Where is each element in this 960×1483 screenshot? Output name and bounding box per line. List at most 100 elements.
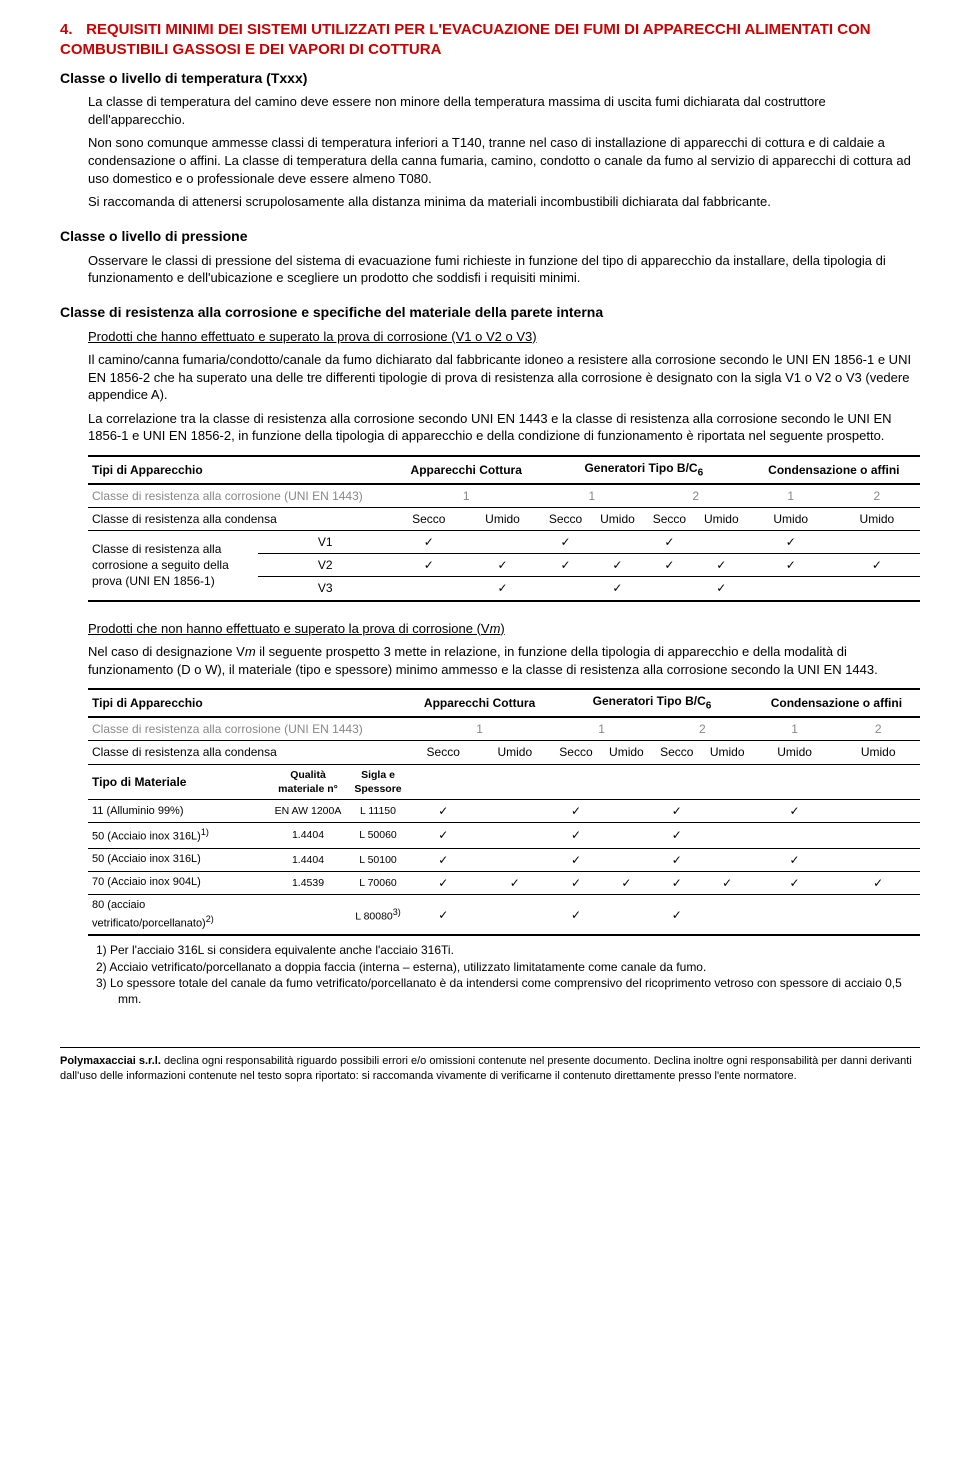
table-corrosion-v: Tipi di Apparecchio Apparecchi Cottura G…	[88, 455, 920, 602]
mat-sigla: L 11150	[348, 799, 408, 822]
mat-name: 50 (Acciaio inox 316L)1)	[88, 823, 268, 849]
mat-cell	[478, 848, 551, 871]
note-item: 2) Acciaio vetrificato/porcellanato a do…	[118, 959, 920, 975]
tbl1-v1-c6: ✓	[748, 531, 834, 554]
tbl2-mat-sub2: Sigla e Spessore	[348, 764, 408, 799]
tbl1-r0-c0: 1	[392, 484, 540, 508]
mat-cell	[702, 799, 753, 822]
mat-quality: 1.4404	[268, 823, 348, 849]
corrosione-heading: Classe di resistenza alla corrosione e s…	[60, 303, 920, 322]
tbl1-v2-c5: ✓	[695, 554, 748, 577]
tbl1-v3-c3: ✓	[591, 577, 644, 601]
tbl2-h2: Generatori Tipo B/C6	[551, 689, 753, 717]
tbl2-rcond-c7: Umido	[836, 741, 920, 764]
tbl1-v3: V3	[258, 577, 392, 601]
tbl1-r1-c1: Umido	[465, 507, 540, 530]
mat-cell: ✓	[836, 871, 920, 894]
mat-cell	[702, 894, 753, 935]
mat-cell	[836, 894, 920, 935]
tbl2-rcond-c1: Umido	[478, 741, 551, 764]
tbl2-rcorr-c5: 1	[753, 717, 837, 741]
tbl1-h3: Condensazione o affini	[748, 456, 920, 484]
mat-sigla: L 50060	[348, 823, 408, 849]
tbl1-r1-c3: Umido	[591, 507, 644, 530]
tbl1-v3-c0	[392, 577, 465, 601]
tbl1-h2: Generatori Tipo B/C6	[540, 456, 748, 484]
mat-sigla: L 50100	[348, 848, 408, 871]
tbl2-rcond-c2: Secco	[551, 741, 601, 764]
txxx-p1: La classe di temperatura del camino deve…	[88, 93, 920, 128]
table-material: Tipi di Apparecchio Apparecchi Cottura G…	[88, 688, 920, 936]
tbl1-v3-c2	[540, 577, 591, 601]
corrosione-body: Prodotti che hanno effettuato e superato…	[88, 328, 920, 1008]
corrosione-sub1: Prodotti che hanno effettuato e superato…	[88, 328, 920, 346]
tbl2-rcorr-c3: 2	[652, 717, 753, 741]
txxx-heading: Classe o livello di temperatura (Txxx)	[60, 69, 920, 88]
tbl1-r1-c5: Umido	[695, 507, 748, 530]
tbl1-v2-c0: ✓	[392, 554, 465, 577]
section-title-text: REQUISITI MINIMI DEI SISTEMI UTILIZZATI …	[60, 21, 871, 58]
tbl1-v3-c4	[644, 577, 695, 601]
tbl1-v1-c0: ✓	[392, 531, 465, 554]
mat-name: 70 (Acciaio inox 904L)	[88, 871, 268, 894]
tbl1-v1-c2: ✓	[540, 531, 591, 554]
tbl1-r0-c3: 2	[644, 484, 748, 508]
mat-cell: ✓	[551, 848, 601, 871]
material-row: 70 (Acciaio inox 904L)1.4539L 70060✓✓✓✓✓…	[88, 871, 920, 894]
mat-quality: 1.4539	[268, 871, 348, 894]
footer-text: declina ogni responsabilità riguardo pos…	[60, 1055, 912, 1082]
tbl1-r0-c1: 1	[540, 484, 644, 508]
tbl2-h0: Tipi di Apparecchio	[88, 689, 408, 717]
tbl1-v2-c6: ✓	[748, 554, 834, 577]
mat-cell	[836, 823, 920, 849]
mat-cell	[478, 894, 551, 935]
mat-cell	[836, 799, 920, 822]
txxx-body: La classe di temperatura del camino deve…	[88, 93, 920, 210]
tbl2-rcorr-c0: 1	[408, 717, 551, 741]
mat-cell: ✓	[652, 894, 702, 935]
tbl1-v1-c7	[834, 531, 920, 554]
mat-cell: ✓	[652, 823, 702, 849]
tbl1-v2-c1: ✓	[465, 554, 540, 577]
tbl2-h3: Condensazione o affini	[753, 689, 920, 717]
corrosione-p2: La correlazione tra la classe di resiste…	[88, 410, 920, 445]
note-item: 3) Lo spessore totale del canale da fumo…	[118, 975, 920, 1007]
corrosione-p1: Il camino/canna fumaria/condotto/canale …	[88, 351, 920, 404]
tbl2-rcorr-label: Classe di resistenza alla corrosione (UN…	[88, 717, 408, 741]
mat-cell: ✓	[551, 871, 601, 894]
mat-sigla: L 70060	[348, 871, 408, 894]
mat-cell	[601, 823, 652, 849]
tbl1-v2-c7: ✓	[834, 554, 920, 577]
mat-cell: ✓	[551, 823, 601, 849]
tbl2-rcond-c5: Umido	[702, 741, 753, 764]
tbl2-rcorr-c1: 1	[551, 717, 652, 741]
tbl2-mat-label: Tipo di Materiale	[88, 764, 268, 799]
tbl1-v1-c4: ✓	[644, 531, 695, 554]
mat-name: 50 (Acciaio inox 316L)	[88, 848, 268, 871]
tbl2-rcond-c0: Secco	[408, 741, 478, 764]
tbl1-v1-c3	[591, 531, 644, 554]
mat-cell: ✓	[408, 871, 478, 894]
mat-name: 11 (Alluminio 99%)	[88, 799, 268, 822]
material-row: 80 (acciaio vetrificato/porcellanato)2)L…	[88, 894, 920, 935]
txxx-p3: Si raccomanda di attenersi scrupolosamen…	[88, 193, 920, 211]
tbl1-v1: V1	[258, 531, 392, 554]
mat-quality: EN AW 1200A	[268, 799, 348, 822]
vm-p1: Nel caso di designazione Vm il seguente …	[88, 643, 920, 678]
mat-cell: ✓	[652, 799, 702, 822]
mat-cell	[836, 848, 920, 871]
tbl1-v3-c6	[748, 577, 834, 601]
material-row: 50 (Acciaio inox 316L)1)1.4404L 50060✓✓✓	[88, 823, 920, 849]
mat-cell	[702, 823, 753, 849]
pressione-p1: Osservare le classi di pressione del sis…	[88, 252, 920, 287]
tbl2-rcond-c4: Secco	[652, 741, 702, 764]
tbl1-r1-c6: Umido	[748, 507, 834, 530]
tbl1-r0-label: Classe di resistenza alla corrosione (UN…	[88, 484, 392, 508]
pressione-heading: Classe o livello di pressione	[60, 227, 920, 246]
tbl1-r1-c0: Secco	[392, 507, 465, 530]
tbl1-h0: Tipi di Apparecchio	[88, 456, 392, 484]
tbl1-v2-c3: ✓	[591, 554, 644, 577]
tbl1-vgroup: Classe di resistenza alla corrosione a s…	[88, 531, 258, 601]
tbl1-r1-c2: Secco	[540, 507, 591, 530]
mat-cell: ✓	[408, 799, 478, 822]
